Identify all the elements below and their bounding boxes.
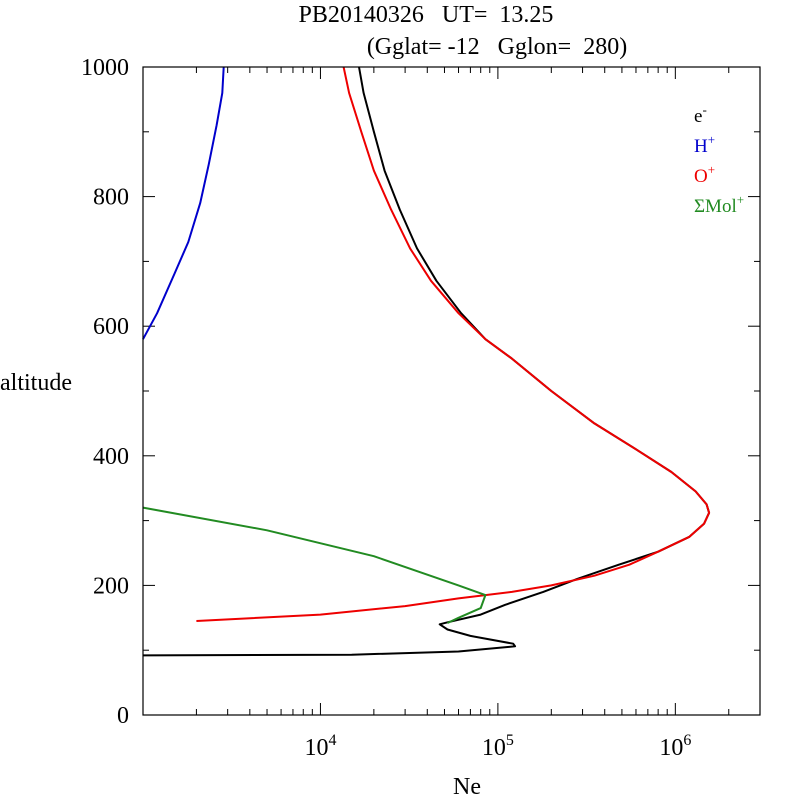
- legend-entry-name: ΣMol: [694, 196, 737, 217]
- x-tick-label-exponent: 6: [683, 732, 691, 749]
- x-tick-label-exponent: 5: [506, 732, 514, 749]
- legend-entry-name: O: [694, 166, 708, 187]
- x-tick-label-base: 10: [482, 735, 506, 761]
- y-tick-label: 800: [93, 185, 129, 211]
- series-line: [196, 66, 711, 622]
- y-tick-label: 0: [117, 703, 129, 729]
- series-line: [142, 66, 225, 340]
- chart-title-line2: (Gglat= -12 Gglon= 280): [367, 34, 627, 60]
- legend-entry-name: e: [694, 106, 702, 127]
- x-tick-label-base: 10: [304, 735, 328, 761]
- chart-title-line1: PB20140326 UT= 13.25: [299, 2, 554, 28]
- x-tick-label-exponent: 4: [328, 732, 336, 749]
- legend-entry: e-: [694, 102, 707, 127]
- legend-entry-superscript: +: [737, 192, 744, 207]
- legend-entry-superscript: +: [708, 162, 715, 177]
- y-tick-label: 400: [93, 444, 129, 470]
- y-tick-label: 200: [93, 573, 129, 599]
- legend-entry-name: H: [694, 136, 708, 157]
- y-tick-label: 600: [93, 314, 129, 340]
- plot-lines: [142, 66, 711, 657]
- legend-entry-superscript: +: [708, 132, 715, 147]
- x-tick-label: 106: [659, 732, 691, 761]
- x-tick-label: 104: [304, 732, 336, 761]
- legend-entry: H+: [694, 132, 715, 157]
- x-tick-label: 105: [482, 732, 514, 761]
- x-axis-label: Ne: [453, 774, 481, 796]
- y-axis-label: altitude: [0, 370, 72, 396]
- series-line: [142, 506, 487, 624]
- legend-entry: O+: [694, 162, 715, 187]
- x-tick-label-base: 10: [659, 735, 683, 761]
- legend: e-H+O+ΣMol+: [694, 102, 744, 217]
- y-tick-label: 1000: [81, 55, 129, 81]
- legend-entry-superscript: -: [702, 102, 706, 117]
- legend-entry: ΣMol+: [694, 192, 744, 217]
- plot-frame: [142, 66, 761, 716]
